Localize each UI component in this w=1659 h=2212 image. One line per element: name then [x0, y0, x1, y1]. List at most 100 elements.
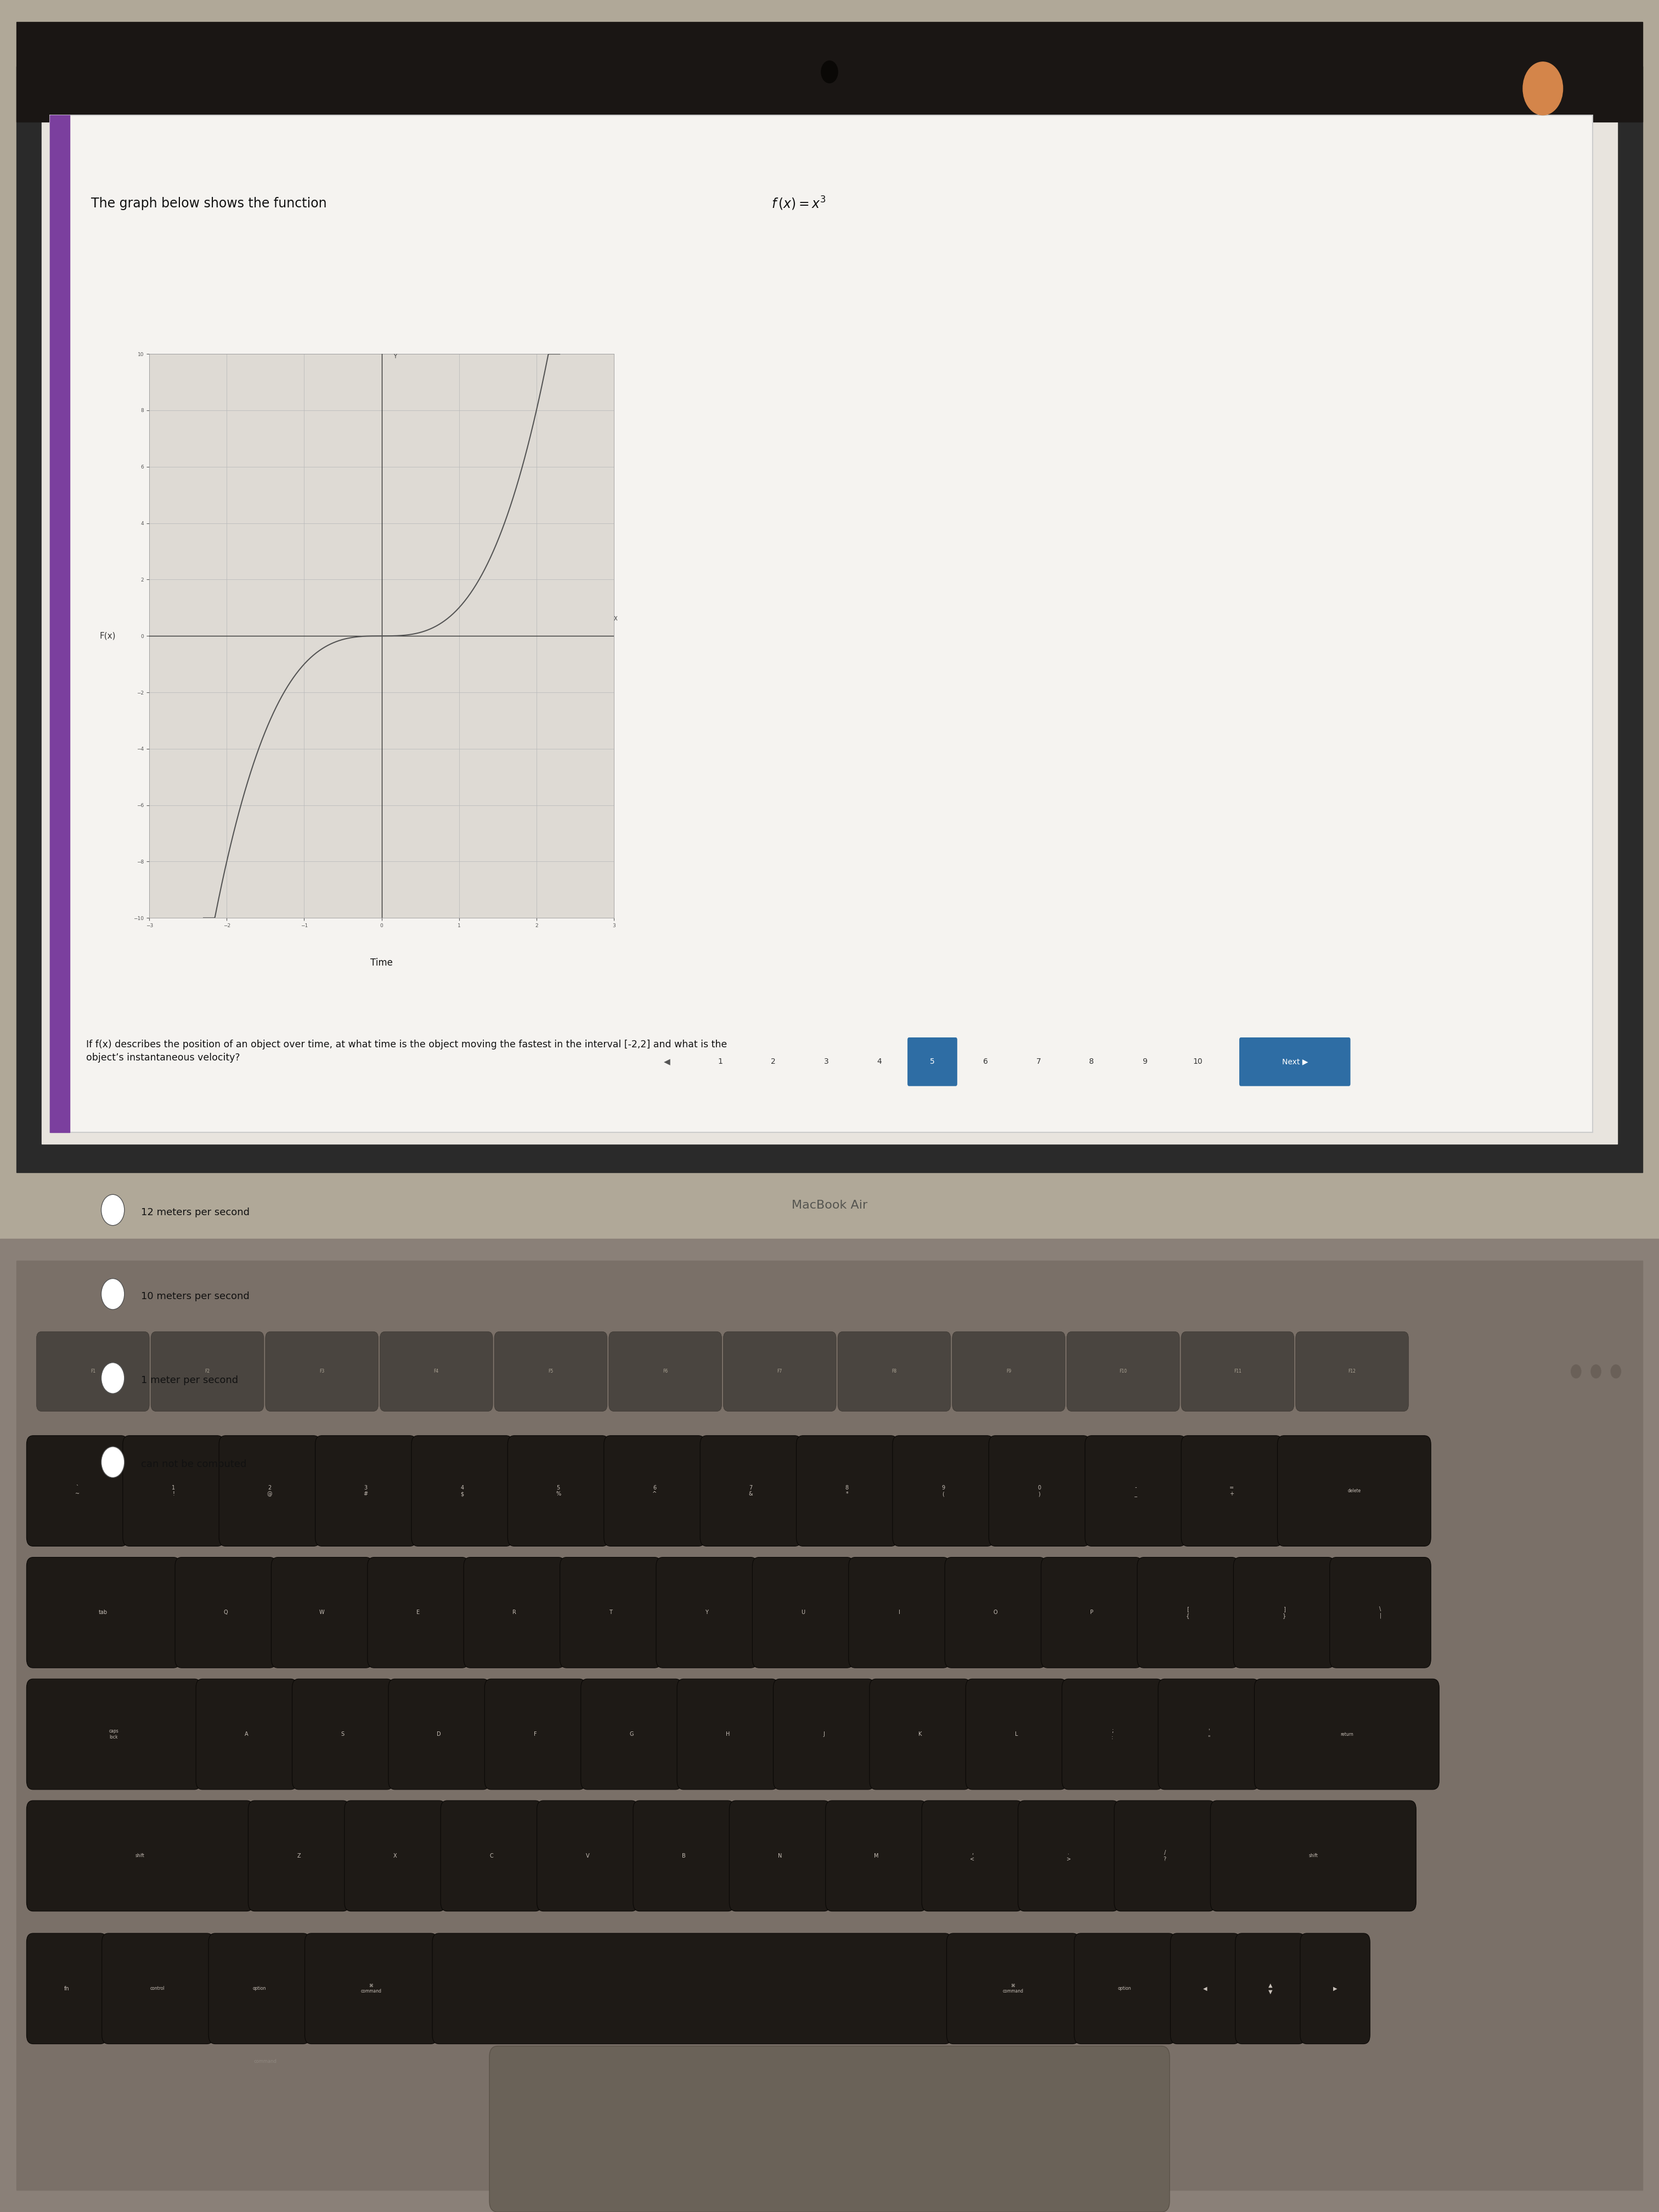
- Text: 1 meter per second: 1 meter per second: [141, 1376, 239, 1385]
- FancyBboxPatch shape: [465, 1557, 564, 1668]
- Text: N: N: [778, 1854, 781, 1858]
- Text: 5: 5: [931, 1057, 934, 1066]
- Circle shape: [101, 1279, 124, 1310]
- Text: '
": ' ": [1208, 1728, 1209, 1741]
- Text: ]
}: ] }: [1282, 1606, 1286, 1619]
- FancyBboxPatch shape: [1171, 1933, 1241, 2044]
- FancyBboxPatch shape: [1158, 1679, 1259, 1790]
- FancyBboxPatch shape: [1236, 1933, 1306, 2044]
- FancyBboxPatch shape: [634, 1801, 735, 1911]
- Text: ◀: ◀: [1203, 1986, 1208, 1991]
- FancyBboxPatch shape: [966, 1679, 1067, 1790]
- Text: If f(x) describes the position of an object over time, at what time is the objec: If f(x) describes the position of an obj…: [86, 1040, 727, 1062]
- Text: 7
&: 7 &: [748, 1484, 753, 1498]
- FancyBboxPatch shape: [773, 1679, 874, 1790]
- Text: =
+: = +: [1229, 1484, 1234, 1498]
- FancyBboxPatch shape: [1234, 1557, 1335, 1668]
- FancyBboxPatch shape: [1085, 1436, 1186, 1546]
- Text: T: T: [609, 1610, 612, 1615]
- Text: shift: shift: [1309, 1854, 1317, 1858]
- FancyBboxPatch shape: [1042, 1557, 1143, 1668]
- FancyBboxPatch shape: [1067, 1332, 1180, 1411]
- Text: fn: fn: [65, 1986, 70, 1991]
- Text: F10: F10: [1120, 1369, 1126, 1374]
- FancyBboxPatch shape: [849, 1557, 951, 1668]
- FancyBboxPatch shape: [176, 1557, 275, 1668]
- Text: H: H: [725, 1732, 730, 1736]
- FancyBboxPatch shape: [1075, 1933, 1175, 2044]
- Text: control: control: [151, 1986, 164, 1991]
- Text: `
~: ` ~: [75, 1484, 80, 1498]
- FancyBboxPatch shape: [730, 1801, 831, 1911]
- Text: command: command: [254, 2059, 277, 2064]
- Bar: [17, 22, 1642, 122]
- Text: 6: 6: [984, 1057, 987, 1066]
- Text: F(x): F(x): [100, 633, 116, 639]
- FancyBboxPatch shape: [1296, 1332, 1408, 1411]
- Text: Q: Q: [224, 1610, 227, 1615]
- FancyBboxPatch shape: [36, 1332, 149, 1411]
- Text: M: M: [874, 1854, 879, 1858]
- Text: delete: delete: [1347, 1489, 1360, 1493]
- Text: F4: F4: [433, 1369, 440, 1374]
- Text: C: C: [489, 1854, 493, 1858]
- Text: .
>: . >: [1067, 1849, 1070, 1863]
- Text: option: option: [1118, 1986, 1131, 1991]
- FancyBboxPatch shape: [196, 1679, 297, 1790]
- FancyBboxPatch shape: [292, 1679, 393, 1790]
- FancyBboxPatch shape: [315, 1436, 416, 1546]
- Bar: [41, 100, 1618, 1144]
- Text: Time: Time: [370, 958, 393, 967]
- FancyBboxPatch shape: [209, 1933, 310, 2044]
- Text: F9: F9: [1005, 1369, 1012, 1374]
- Text: 3
#: 3 #: [363, 1484, 368, 1498]
- FancyBboxPatch shape: [1138, 1557, 1239, 1668]
- Text: can not be computed: can not be computed: [141, 1460, 247, 1469]
- Text: tab: tab: [100, 1610, 108, 1615]
- Circle shape: [1571, 1365, 1581, 1378]
- FancyBboxPatch shape: [494, 1332, 607, 1411]
- FancyBboxPatch shape: [538, 1801, 639, 1911]
- FancyBboxPatch shape: [1277, 1436, 1432, 1546]
- FancyBboxPatch shape: [305, 1933, 438, 2044]
- FancyBboxPatch shape: [27, 1933, 106, 2044]
- Text: 2
@: 2 @: [267, 1484, 272, 1498]
- Text: F3: F3: [319, 1369, 325, 1374]
- Text: ◀: ◀: [664, 1057, 670, 1066]
- FancyBboxPatch shape: [947, 1933, 1078, 2044]
- FancyBboxPatch shape: [272, 1557, 372, 1668]
- Text: E: E: [416, 1610, 420, 1615]
- FancyBboxPatch shape: [1019, 1801, 1120, 1911]
- Text: ,
<: , <: [971, 1849, 974, 1863]
- Text: $f\,(x) = x^3$: $f\,(x) = x^3$: [771, 195, 826, 212]
- FancyBboxPatch shape: [922, 1801, 1024, 1911]
- FancyBboxPatch shape: [27, 1801, 254, 1911]
- Text: Z: Z: [297, 1854, 300, 1858]
- Text: /
?: / ?: [1163, 1849, 1166, 1863]
- FancyBboxPatch shape: [869, 1679, 971, 1790]
- Text: 10 meters per second: 10 meters per second: [141, 1292, 249, 1301]
- Text: F6: F6: [662, 1369, 669, 1374]
- FancyBboxPatch shape: [752, 1557, 854, 1668]
- Text: F2: F2: [204, 1369, 211, 1374]
- Text: 8: 8: [1090, 1057, 1093, 1066]
- FancyBboxPatch shape: [700, 1436, 801, 1546]
- FancyBboxPatch shape: [151, 1332, 264, 1411]
- FancyBboxPatch shape: [609, 1332, 722, 1411]
- Text: W: W: [319, 1610, 325, 1615]
- Bar: [0, 1239, 1659, 2212]
- Text: 2: 2: [771, 1057, 775, 1066]
- Text: P: P: [1090, 1610, 1093, 1615]
- Text: Next ▶: Next ▶: [1282, 1057, 1307, 1066]
- FancyBboxPatch shape: [1062, 1679, 1163, 1790]
- FancyBboxPatch shape: [123, 1436, 224, 1546]
- FancyBboxPatch shape: [249, 1801, 350, 1911]
- Text: shift: shift: [136, 1854, 144, 1858]
- Text: option: option: [252, 1986, 265, 1991]
- Text: ▲
▼: ▲ ▼: [1267, 1982, 1272, 1995]
- Text: F5: F5: [547, 1369, 554, 1374]
- FancyBboxPatch shape: [101, 1933, 214, 2044]
- Text: caps
lock: caps lock: [109, 1730, 118, 1739]
- FancyBboxPatch shape: [723, 1332, 836, 1411]
- Text: O: O: [994, 1610, 997, 1615]
